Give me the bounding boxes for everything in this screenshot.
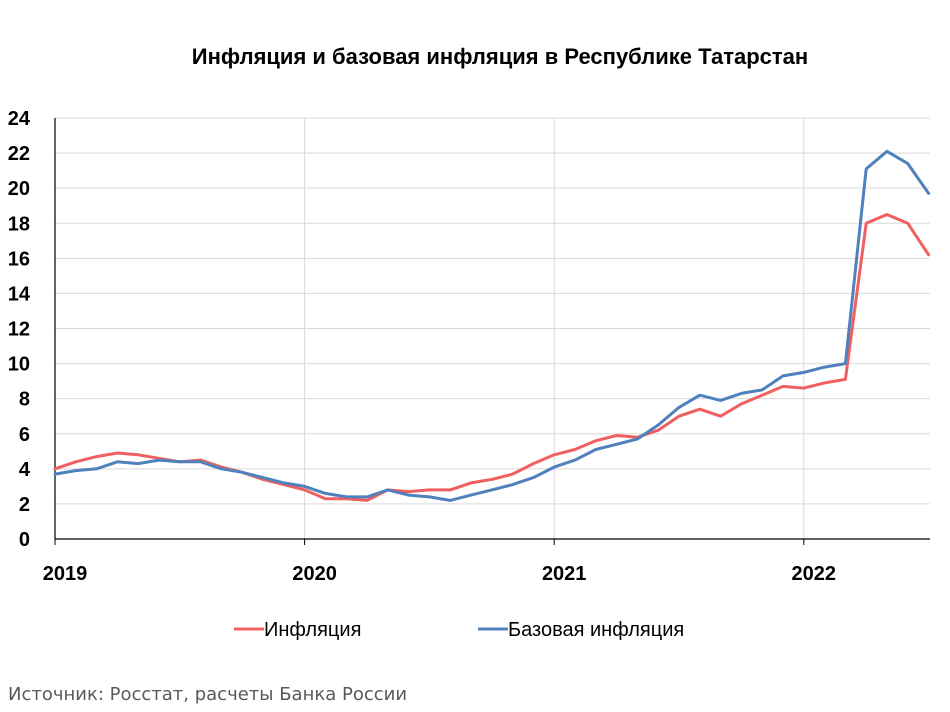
chart-title: Инфляция и базовая инфляция в Республике…	[191, 44, 809, 69]
y-tick-label: 6	[19, 424, 30, 446]
series-line-0	[53, 213, 931, 502]
legend-label-1: Базовая инфляция	[508, 619, 684, 641]
y-tick-label: 14	[8, 283, 31, 305]
x-tick-label: 2020	[292, 563, 337, 585]
y-tick-label: 16	[8, 248, 30, 270]
x-tick-label: 2022	[792, 563, 837, 585]
y-tick-label: 4	[19, 459, 31, 481]
legend: Инфляция Базовая инфляция	[234, 619, 684, 641]
source-note: Источник: Росстат, расчеты Банка России	[8, 684, 408, 705]
y-tick-label: 0	[19, 529, 30, 551]
x-tick-label: 2019	[43, 563, 88, 585]
x-tick-label: 2021	[542, 563, 587, 585]
series-lines	[53, 149, 931, 502]
y-tick-label: 12	[8, 319, 30, 341]
legend-label-0: Инфляция	[264, 619, 361, 641]
x-axis-ticks: 2019 2020 2021 2022	[43, 539, 836, 585]
y-tick-label: 10	[8, 354, 30, 376]
y-tick-label: 2	[19, 494, 30, 516]
gridlines	[55, 117, 930, 539]
series-line-1	[53, 149, 931, 502]
y-tick-label: 8	[19, 389, 30, 411]
y-tick-label: 18	[8, 213, 30, 235]
y-tick-label: 24	[8, 108, 31, 130]
y-tick-label: 22	[8, 143, 30, 165]
y-tick-label: 20	[8, 178, 30, 200]
